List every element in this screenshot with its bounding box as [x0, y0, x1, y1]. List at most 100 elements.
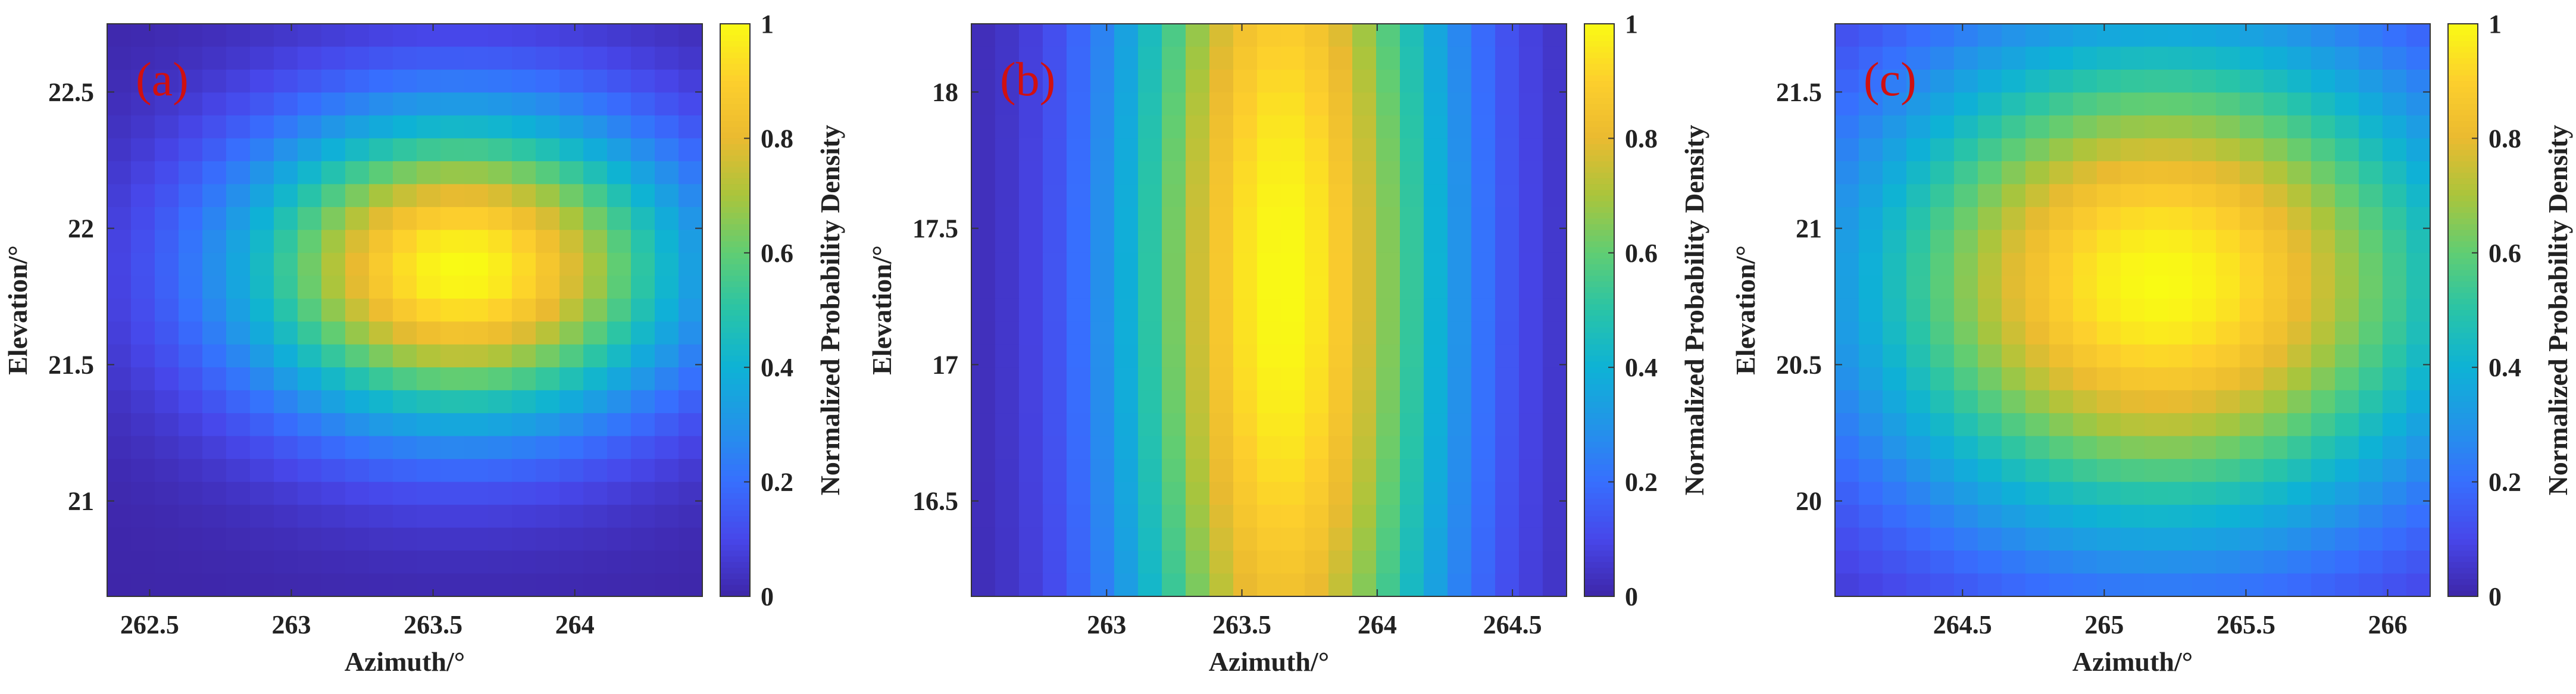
heatmap-cell — [2073, 459, 2097, 483]
heatmap-cell — [1043, 207, 1067, 230]
heatmap-cell — [393, 230, 417, 254]
heatmap-cell — [2216, 321, 2240, 345]
colorbar-segment — [720, 510, 750, 517]
heatmap-cell — [1281, 459, 1305, 483]
heatmap-cell — [107, 367, 132, 391]
heatmap-cell — [2144, 161, 2169, 185]
heatmap-cell — [1186, 413, 1210, 437]
heatmap-cell — [1352, 161, 1377, 185]
colorbar-segment — [1584, 58, 1614, 64]
heatmap-cell — [1835, 367, 1859, 391]
colorbar-segment — [1584, 252, 1614, 260]
heatmap-cell — [1114, 459, 1139, 483]
colorbar-segment — [720, 189, 750, 196]
heatmap-cell — [1835, 505, 1859, 529]
colorbar-segment — [2448, 173, 2478, 179]
heatmap-cell — [2192, 344, 2217, 368]
heatmap-cell — [2121, 69, 2145, 93]
heatmap-cell — [1930, 252, 1955, 276]
y-tick-label: 21 — [68, 487, 94, 516]
heatmap-cell — [631, 24, 655, 48]
heatmap-cell — [536, 527, 560, 551]
heatmap-cell — [2002, 459, 2026, 483]
heatmap-cell — [1233, 413, 1258, 437]
colorbar-segment — [720, 487, 750, 494]
colorbar-segment — [1584, 69, 1614, 76]
heatmap-cell — [179, 527, 203, 551]
heatmap-cell — [1138, 115, 1162, 139]
heatmap-cell — [1257, 24, 1281, 48]
heatmap-cell — [512, 207, 536, 230]
heatmap-cell — [1835, 298, 1859, 322]
heatmap-cell — [1209, 573, 1234, 597]
heatmap-cell — [179, 321, 203, 345]
heatmap-cell — [631, 527, 655, 551]
heatmap-cell — [1978, 92, 2002, 116]
heatmap-cell — [2121, 252, 2145, 276]
heatmap-cell — [1138, 138, 1162, 162]
heatmap-cell — [1019, 390, 1043, 414]
heatmap-cell — [583, 161, 608, 185]
heatmap-cell — [1376, 367, 1400, 391]
heatmap-cell — [559, 367, 584, 391]
colorbar-segment — [2448, 487, 2478, 494]
colorbar-segment — [1584, 207, 1614, 214]
heatmap-cell — [369, 551, 393, 574]
heatmap-cell — [1906, 321, 1931, 345]
heatmap-cell — [1138, 505, 1162, 529]
heatmap-cell — [2287, 46, 2312, 70]
heatmap-cell — [1209, 46, 1234, 70]
heatmap-cell — [2359, 276, 2383, 299]
heatmap-cell — [1257, 436, 1281, 459]
heatmap-cell — [274, 413, 298, 437]
heatmap-cell — [488, 413, 512, 437]
heatmap-cell — [2168, 138, 2193, 162]
heatmap-cell — [202, 207, 227, 230]
heatmap-cell — [1138, 46, 1162, 70]
heatmap-cell — [2264, 138, 2288, 162]
heatmap-cell — [250, 92, 274, 116]
colorbar-segment — [2448, 293, 2478, 299]
heatmap-cell — [131, 252, 155, 276]
heatmap-cell — [1930, 367, 1955, 391]
heatmap-cell — [2240, 527, 2264, 551]
heatmap-cell — [1209, 184, 1234, 208]
heatmap-cell — [179, 24, 203, 48]
heatmap-cell — [2121, 573, 2145, 597]
colorbar-segment — [720, 499, 750, 505]
heatmap-cell — [1019, 138, 1043, 162]
heatmap-cell — [1090, 505, 1115, 529]
heatmap-cell — [1186, 207, 1210, 230]
heatmap-cell — [971, 138, 996, 162]
colorbar-segment — [1584, 527, 1614, 534]
colorbar-segment — [720, 350, 750, 357]
heatmap-cell — [2383, 505, 2407, 529]
heatmap-cell — [488, 46, 512, 70]
heatmap-cell — [971, 527, 996, 551]
colorbar-segment — [720, 69, 750, 76]
heatmap-cell — [559, 505, 584, 529]
y-axis-label: Elevation/° — [2, 245, 33, 375]
heatmap-cell — [2216, 459, 2240, 483]
heatmap-cell — [583, 276, 608, 299]
colorbar-segment — [2448, 138, 2478, 145]
heatmap-cell — [179, 298, 203, 322]
heatmap-cell — [440, 390, 465, 414]
heatmap-cell — [2383, 184, 2407, 208]
heatmap-cell — [345, 207, 370, 230]
heatmap-cell — [1930, 344, 1955, 368]
heatmap-cell — [1328, 276, 1353, 299]
colorbar-segment — [2448, 545, 2478, 551]
heatmap-cell — [2383, 276, 2407, 299]
heatmap-cell — [2097, 436, 2121, 459]
heatmap-cell — [1376, 92, 1400, 116]
heatmap-cell — [1495, 138, 1520, 162]
heatmap-cell — [2383, 413, 2407, 437]
heatmap-cell — [1209, 551, 1234, 574]
colorbar-segment — [2448, 396, 2478, 402]
heatmap-cell — [2240, 138, 2264, 162]
heatmap-cell — [1471, 390, 1496, 414]
heatmap-cell — [440, 207, 465, 230]
heatmap-cell — [1019, 24, 1043, 48]
heatmap-cell — [1209, 367, 1234, 391]
